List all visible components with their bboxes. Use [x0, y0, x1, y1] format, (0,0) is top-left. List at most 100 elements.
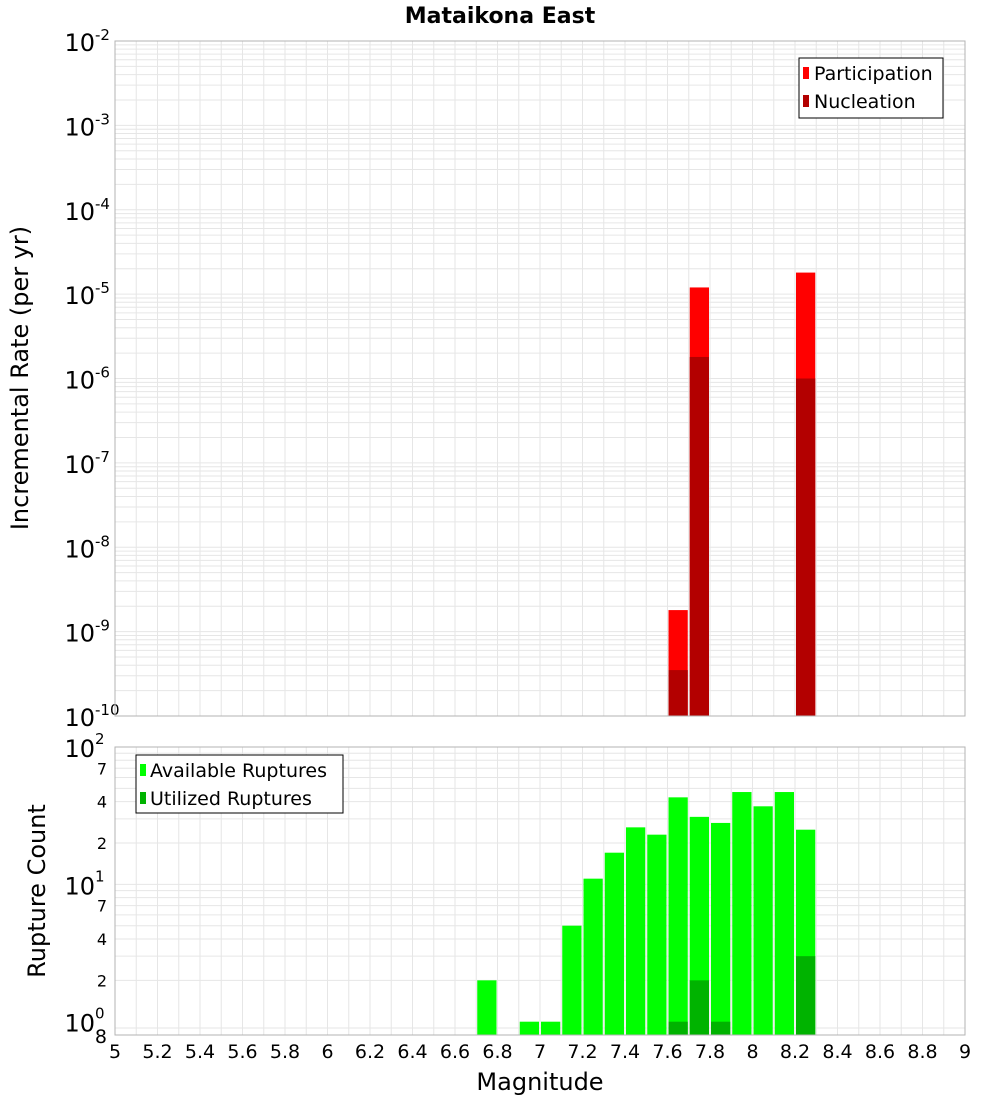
rate-y-tick-exponent: -6 — [95, 364, 110, 382]
rate-y-tick-label: 10 — [64, 620, 95, 648]
rate-y-tick-label: 10 — [64, 367, 95, 395]
bar-nucleation — [796, 378, 816, 716]
x-tick-label: 6 — [321, 1041, 333, 1063]
bar-nucleation — [689, 356, 709, 716]
count-y-tick-label: 10 — [64, 735, 95, 763]
legend-label-available: Available Ruptures — [150, 760, 327, 782]
rate-y-tick-exponent: -2 — [95, 26, 110, 44]
bar-available-ruptures — [477, 980, 497, 1035]
bar-available-ruptures — [711, 822, 731, 1035]
count-y-tick-exponent: 2 — [95, 730, 105, 748]
legend-label-utilized: Utilized Ruptures — [150, 788, 312, 810]
x-tick-label: 7 — [534, 1041, 546, 1063]
x-tick-labels: 5 5.2 5.4 5.6 5.8 6 6.2 6.4 6.6 6.8 7 7.2 7.4 7.6 7.8 8… — [109, 1041, 971, 1063]
bar-available-ruptures — [541, 1021, 561, 1035]
count-y-minor-tick-label: 4 — [97, 930, 107, 949]
rate-y-axis-label: Incremental Rate (per yr) — [6, 226, 34, 530]
count-y-minor-tick-label: 2 — [97, 971, 107, 990]
x-tick-label: 8.6 — [865, 1041, 895, 1063]
rate-y-tick-label: 10 — [64, 29, 95, 57]
x-tick-label: 5.4 — [185, 1041, 215, 1063]
x-tick-label: 5 — [109, 1041, 121, 1063]
bar-nucleation — [668, 670, 688, 716]
rate-legend-box — [798, 57, 944, 119]
bar-available-ruptures — [668, 797, 688, 1035]
rate-y-tick-label: 10 — [64, 198, 95, 226]
count-y-minor-tick-label: 4 — [97, 793, 107, 812]
x-tick-label: 5.8 — [270, 1041, 300, 1063]
rate-y-tick-label: 10 — [64, 535, 95, 563]
count-y-tick-label: 10 — [64, 872, 95, 900]
bar-available-ruptures — [519, 1021, 539, 1035]
rate-y-tick-exponent: -8 — [95, 532, 110, 550]
rate-legend: Participation Nucleation — [798, 57, 944, 119]
x-tick-label: 8 — [746, 1041, 758, 1063]
rate-y-ticks: 10-210-310-410-510-610-710-810-910-10 — [64, 26, 119, 732]
legend-label-participation: Participation — [814, 63, 933, 85]
rate-y-tick-exponent: -4 — [95, 195, 110, 213]
count-y-minor-tick-label: 7 — [97, 897, 107, 916]
bar-utilized-ruptures — [689, 980, 709, 1035]
x-tick-label: 7.4 — [610, 1041, 640, 1063]
count-legend: Available Ruptures Utilized Ruptures — [135, 754, 344, 814]
bar-available-ruptures — [626, 827, 646, 1035]
bar-available-ruptures — [753, 806, 773, 1035]
count-y-minor-tick-label: 7 — [97, 759, 107, 778]
count-bars — [477, 792, 816, 1035]
bar-available-ruptures — [604, 852, 624, 1035]
count-y-tick-label: 10 — [64, 1010, 95, 1038]
x-tick-label: 6.4 — [397, 1041, 427, 1063]
rate-y-tick-exponent: -5 — [95, 279, 110, 297]
rate-y-tick-exponent: -7 — [95, 448, 110, 466]
legend-swatch-utilized — [140, 792, 146, 804]
rate-y-tick-label: 10 — [64, 282, 95, 310]
bar-available-ruptures — [774, 792, 794, 1035]
count-y-minor-tick-label: 8 — [95, 1026, 107, 1048]
x-tick-label: 7.2 — [567, 1041, 597, 1063]
legend-swatch-nucleation — [803, 95, 809, 107]
chart-title: Mataikona East — [405, 4, 596, 29]
bar-utilized-ruptures — [668, 1021, 688, 1035]
legend-label-nucleation: Nucleation — [814, 91, 916, 113]
rate-y-tick-exponent: -3 — [95, 110, 110, 128]
bar-utilized-ruptures — [796, 956, 816, 1035]
bar-available-ruptures — [732, 792, 752, 1035]
bar-available-ruptures — [562, 925, 582, 1035]
x-axis-label: Magnitude — [476, 1068, 603, 1096]
rate-bars — [668, 272, 816, 716]
bar-utilized-ruptures — [711, 1021, 731, 1035]
rate-y-tick-exponent: -9 — [95, 617, 110, 635]
count-y-axis-label: Rupture Count — [23, 804, 51, 978]
bar-available-ruptures — [647, 834, 667, 1035]
x-tick-label: 8.4 — [822, 1041, 852, 1063]
count-y-minor-tick-label: 2 — [97, 834, 107, 853]
x-tick-label: 7.6 — [652, 1041, 682, 1063]
legend-swatch-available — [140, 764, 146, 776]
rate-y-tick-label: 10 — [64, 451, 95, 479]
x-tick-label: 6.8 — [482, 1041, 512, 1063]
count-y-tick-exponent: 1 — [95, 867, 105, 885]
count-y-tick-exponent: 0 — [95, 1005, 105, 1023]
rate-panel: 10-210-310-410-510-610-710-810-910-10 In… — [6, 26, 966, 732]
x-tick-label: 9 — [959, 1041, 971, 1063]
count-legend-box — [135, 754, 344, 814]
rate-y-tick-label: 10 — [64, 704, 95, 732]
rate-gridlines — [115, 41, 965, 716]
legend-swatch-participation — [803, 67, 809, 79]
x-tick-label: 5.6 — [227, 1041, 257, 1063]
rate-y-tick-label: 10 — [64, 113, 95, 141]
rate-y-tick-exponent: -10 — [95, 701, 120, 719]
top-frame-border — [114, 40, 966, 717]
x-tick-label: 6.6 — [440, 1041, 470, 1063]
x-tick-label: 8.8 — [907, 1041, 937, 1063]
x-tick-label: 8.2 — [780, 1041, 810, 1063]
x-tick-label: 5.2 — [142, 1041, 172, 1063]
x-tick-label: 6.2 — [355, 1041, 385, 1063]
bar-available-ruptures — [583, 878, 603, 1035]
x-tick-label: 7.8 — [695, 1041, 725, 1063]
bottom-frame-border — [114, 746, 966, 1036]
